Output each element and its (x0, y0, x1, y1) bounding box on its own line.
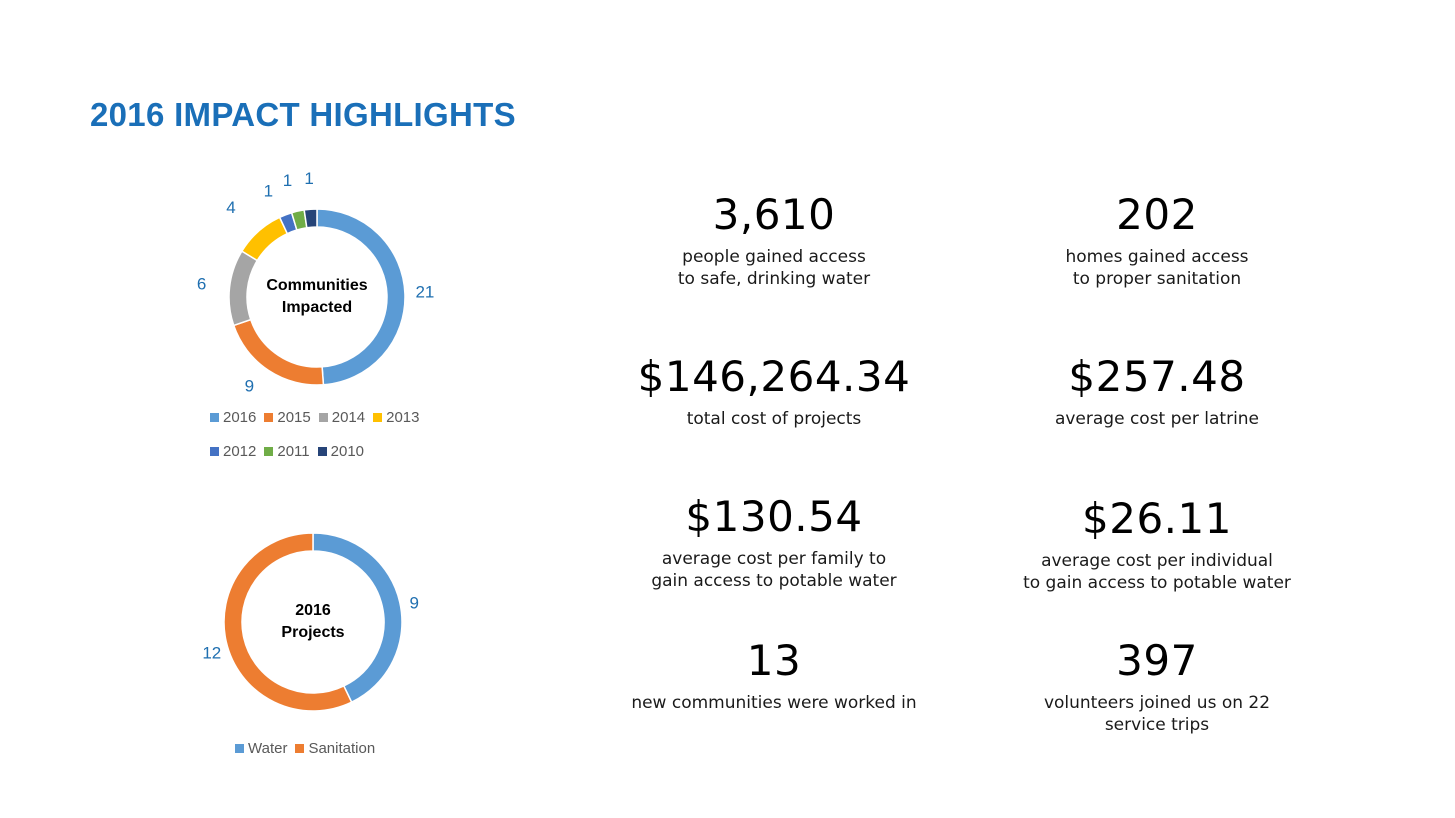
stat-value: $257.48 (1068, 352, 1246, 401)
legend-label: 2011 (277, 442, 310, 460)
legend-item: Water (235, 740, 287, 757)
legend-item: 2016 (210, 409, 256, 426)
stat-value: $146,264.34 (637, 352, 911, 401)
stat-desc: people gained access to safe, drinking w… (677, 247, 871, 289)
legend-item: Sanitation (295, 740, 375, 757)
stat-cost-per-latrine: $257.48 average cost per latrine (967, 352, 1347, 430)
stat-desc: average cost per family to gain access t… (651, 549, 897, 591)
legend-label: 2015 (277, 408, 311, 426)
legend-swatch (264, 446, 274, 456)
data-label: 12 (202, 643, 221, 662)
stat-value: 202 (1116, 190, 1198, 239)
legend-swatch (318, 412, 328, 422)
communities-legend: 2016 2015 2014 2013 2012 2011 2010 (210, 406, 420, 474)
stat-value: 13 (746, 636, 802, 685)
donut-slice-2016 (316, 208, 406, 386)
data-label: 1 (304, 169, 313, 188)
legend-label: 2012 (223, 442, 257, 460)
stat-volunteers: 397 volunteers joined us on 22 service t… (967, 636, 1347, 736)
legend-label: 2013 (386, 408, 420, 426)
data-label: 1 (283, 171, 292, 190)
legend-row: Water Sanitation (235, 737, 375, 759)
stat-new-communities: 13 new communities were worked in (584, 636, 964, 714)
legend-label: Water (248, 739, 288, 757)
stat-value: $130.54 (685, 492, 863, 541)
donut-center-label: Impacted (282, 299, 352, 316)
donut-slice-2014 (228, 250, 259, 327)
stat-desc: total cost of projects (686, 409, 862, 429)
stat-desc: volunteers joined us on 22 service trips (1043, 693, 1271, 735)
stat-cost-per-individual: $26.11 average cost per individual to ga… (967, 494, 1347, 594)
stat-value: 397 (1116, 636, 1198, 685)
stat-people-water: 3,610 people gained access to safe, drin… (584, 190, 964, 290)
stat-desc: average cost per latrine (1054, 409, 1260, 429)
donut-center-label: 2016 (295, 602, 331, 619)
page-title: 2016 IMPACT HIGHLIGHTS (90, 96, 516, 133)
legend-label: 2016 (223, 408, 257, 426)
legend-label: Sanitation (308, 739, 376, 757)
legend-row: 2016 2015 2014 2013 (210, 406, 420, 428)
stat-total-cost: $146,264.34 total cost of projects (584, 352, 964, 430)
donut-slice-sanitation (223, 532, 353, 712)
legend-label: 2010 (330, 442, 365, 460)
legend-swatch (210, 446, 219, 456)
legend-row: 2012 2011 2010 (210, 440, 420, 462)
legend-label: 2014 (331, 408, 366, 426)
legend-item: 2012 (210, 443, 256, 460)
stat-value: $26.11 (1082, 494, 1232, 543)
legend-swatch (373, 412, 383, 422)
legend-item: 2014 (318, 408, 366, 426)
legend-swatch (235, 743, 244, 753)
legend-swatch (210, 412, 219, 422)
stat-homes-sanitation: 202 homes gained access to proper sanita… (967, 190, 1347, 290)
projects-legend: Water Sanitation (235, 737, 375, 771)
legend-item: 2015 (264, 408, 311, 426)
donut-center-label: Projects (281, 624, 344, 641)
donut-slice-2013 (240, 216, 289, 262)
data-label: 1 (264, 182, 273, 201)
data-label: 4 (226, 198, 235, 217)
data-label: 6 (197, 275, 206, 294)
stat-cost-per-family: $130.54 average cost per family to gain … (584, 492, 964, 592)
data-label: 9 (245, 377, 254, 396)
legend-item: 2011 (264, 442, 310, 460)
data-label: 21 (415, 283, 434, 302)
legend-item: 2013 (373, 408, 420, 426)
stat-desc: average cost per individual to gain acce… (1023, 551, 1291, 593)
legend-swatch (317, 446, 327, 456)
data-label: 9 (409, 594, 418, 613)
legend-item: 2010 (317, 442, 365, 460)
donut-center-label: Communities (266, 277, 367, 294)
legend-swatch (264, 412, 274, 422)
stat-value: 3,610 (712, 190, 836, 239)
legend-swatch (295, 743, 305, 753)
donut-slice-2015 (232, 318, 325, 386)
projects-donut: 9 12 2016 Projects (202, 532, 419, 712)
stat-desc: homes gained access to proper sanitation (1065, 247, 1249, 289)
stat-desc: new communities were worked in (631, 693, 917, 713)
donut-slice-2010 (303, 208, 318, 229)
